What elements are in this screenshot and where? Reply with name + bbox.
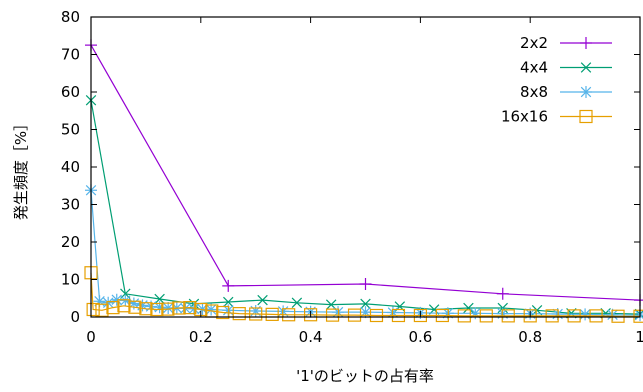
data-point: [359, 278, 372, 290]
data-point: [161, 302, 175, 316]
data-point: [110, 293, 123, 306]
data-point: [369, 308, 384, 323]
data-point: [435, 308, 449, 323]
legend-label: 2x2: [520, 34, 548, 52]
data-point: [325, 308, 340, 322]
data-point: [249, 307, 263, 321]
data-point: [222, 279, 235, 292]
data-point: [172, 301, 186, 315]
data-point: [634, 309, 643, 322]
y-tick-label: 50: [61, 121, 80, 139]
data-point: [457, 309, 471, 323]
legend-item: 2x2: [520, 34, 612, 52]
data-point: [360, 298, 371, 310]
y-tick-label: 0: [70, 308, 80, 326]
legend-item: 4x4: [520, 59, 612, 77]
data-point: [304, 308, 318, 322]
legend: 2x2 4x4 8x8 16x16: [501, 34, 612, 126]
data-point: [391, 308, 406, 323]
data-point: [479, 309, 493, 323]
data-point: [106, 301, 120, 315]
x-tick-label: 0.4: [299, 328, 323, 346]
data-point: [359, 306, 372, 319]
data-point: [265, 307, 279, 321]
data-point: [347, 308, 362, 322]
x-tick-label: 0.2: [189, 328, 213, 346]
data-point: [282, 308, 296, 322]
legend-marker: [580, 86, 592, 98]
data-point: [545, 309, 559, 323]
series-line: [90, 44, 641, 301]
data-point: [223, 296, 234, 308]
y-tick-label: 70: [61, 46, 80, 64]
x-tick-label: 0.6: [408, 328, 432, 346]
legend-marker: [580, 62, 592, 73]
data-point: [95, 303, 109, 317]
series-4x4: [85, 95, 643, 320]
plot-frame: [90, 16, 641, 318]
legend-marker: [580, 37, 592, 49]
data-point: [567, 309, 581, 323]
data-point: [257, 294, 268, 306]
data-point: [589, 309, 603, 323]
y-tick-label: 40: [61, 158, 80, 176]
data-point: [154, 293, 165, 305]
y-tick-label: 80: [61, 8, 80, 26]
legend-item: 8x8: [520, 83, 612, 101]
y-tick-label: 30: [61, 196, 80, 214]
data-point: [611, 309, 625, 323]
x-axis-ticks: 0 0.2 0.4 0.6 0.8 1: [86, 17, 643, 346]
x-tick-label: 0.8: [518, 328, 542, 346]
data-point: [117, 299, 131, 313]
legend-label: 4x4: [520, 59, 548, 77]
legend-label: 8x8: [520, 83, 548, 101]
x-tick-label: 0: [86, 328, 96, 346]
legend-item: 16x16: [501, 108, 612, 126]
data-point: [523, 309, 537, 323]
series-2x2: [85, 39, 643, 307]
data-point: [501, 309, 515, 323]
series-layer: [84, 39, 643, 323]
y-tick-label: 10: [61, 271, 80, 289]
data-point: [183, 301, 197, 315]
data-point: [634, 294, 643, 307]
x-tick-label: 1: [635, 328, 643, 346]
data-point: [86, 302, 100, 317]
data-point: [249, 305, 262, 317]
y-tick-label: 60: [61, 83, 80, 101]
y-axis-ticks: 0 10 20 30 40 50 60 70 80: [61, 8, 640, 326]
data-point: [463, 302, 474, 314]
y-tick-label: 20: [61, 233, 80, 251]
legend-label: 16x16: [501, 108, 548, 126]
data-point: [579, 308, 592, 321]
y-axis-label: 発生頻度［%］: [12, 116, 30, 220]
data-point: [128, 300, 142, 314]
x-axis-label: '1'のビットの占有率: [296, 367, 434, 385]
legend-marker: [579, 109, 593, 124]
data-point: [150, 302, 164, 317]
data-point: [413, 308, 427, 323]
data-point: [496, 287, 509, 300]
data-point: [232, 307, 246, 321]
data-point: [216, 305, 230, 320]
data-point: [139, 302, 153, 316]
data-point: [291, 297, 303, 308]
